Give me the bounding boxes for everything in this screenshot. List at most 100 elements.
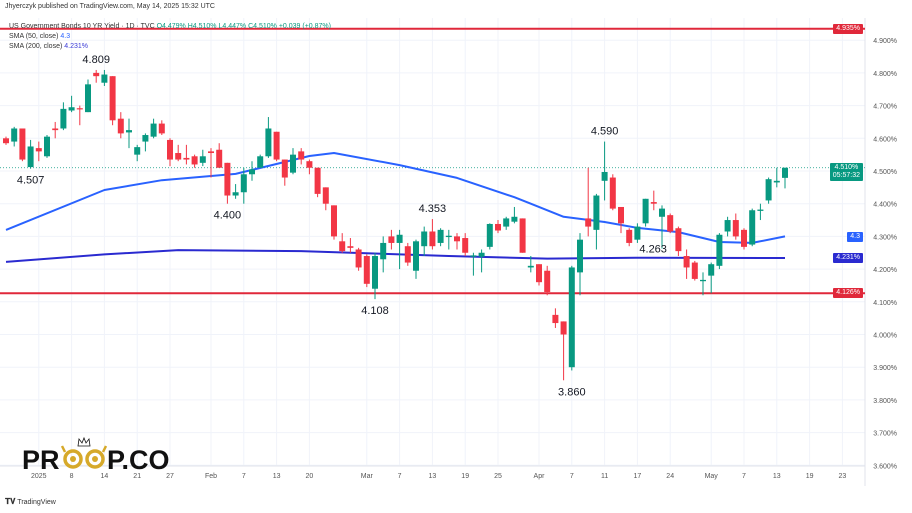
price-tick-label: 4.000% xyxy=(873,333,897,340)
price-annotation: 4.353 xyxy=(419,203,447,215)
open-value: O4.479% xyxy=(156,23,186,30)
candle-body-down xyxy=(560,321,567,335)
price-tick-label: 4.500% xyxy=(873,169,897,176)
horizontal-levels[interactable] xyxy=(0,27,865,295)
date-tick-label: 17 xyxy=(634,473,642,480)
symbol-ohlc-row[interactable]: US Government Bonds 10 YR Yield · 1D · T… xyxy=(9,22,331,32)
candle-body-up xyxy=(527,265,534,268)
candle-body-down xyxy=(183,157,190,160)
date-tick-label: 19 xyxy=(806,473,814,480)
date-tick-label: 7 xyxy=(242,473,246,480)
candle-body-up xyxy=(659,208,665,217)
candlestick-chart[interactable]: 4.809 4.507 4.400 4.108 4.353 3.860 4.590 4.263… xyxy=(0,18,912,488)
date-tick-label: 13 xyxy=(273,473,281,480)
owl-eyes-icon xyxy=(60,445,108,469)
candle-body-up xyxy=(716,234,723,266)
price-tick-label: 4.200% xyxy=(873,267,897,274)
candle-body-down xyxy=(216,149,223,168)
sma50-value: 4.3 xyxy=(60,33,71,40)
price-tick-label: 4.100% xyxy=(873,300,897,307)
sma50-label: SMA (50, close) xyxy=(9,33,59,40)
last-price: 4.510% xyxy=(834,164,859,171)
candle-body-up xyxy=(486,223,493,247)
candles xyxy=(3,69,788,381)
logo-text-left: PR xyxy=(22,445,60,475)
lower-level-tag: 4.126% xyxy=(833,288,863,298)
sma200-legend[interactable]: SMA (200, close) 4.231% xyxy=(9,42,331,52)
candle-body-up xyxy=(126,130,132,133)
candle-body-down xyxy=(552,314,559,324)
candle-body-up xyxy=(634,226,641,240)
candle-body-up xyxy=(85,84,91,113)
date-tick-label: 21 xyxy=(133,473,141,480)
candle-body-down xyxy=(208,151,214,154)
tradingview-footer[interactable]: 𝐓𝐕 TradingView xyxy=(5,497,56,507)
candle-body-up xyxy=(290,154,296,173)
candle-body-up xyxy=(150,123,157,137)
candle-body-up xyxy=(249,169,255,175)
candle-body-up xyxy=(68,107,75,111)
candle-body-down xyxy=(429,231,436,247)
candle-body-up xyxy=(724,220,731,232)
price-tick-label: 4.700% xyxy=(873,104,897,111)
candle-body-down xyxy=(191,156,198,165)
upper-level-tag: 4.935% xyxy=(833,24,863,34)
price-tick-label: 4.600% xyxy=(873,136,897,143)
date-tick-label: 11 xyxy=(601,473,608,480)
date-tick-label: 14 xyxy=(101,473,109,480)
candle-body-down xyxy=(626,229,633,243)
price-axis[interactable]: 4.900% 4.800% 4.700% 4.600% 4.500% 4.400% 4.30… xyxy=(873,38,897,470)
time-axis[interactable]: 2025 8 14 21 27 Feb 7 13 20 Mar 7 13 19 25 Apr 7 11 17 24 M… xyxy=(31,473,846,480)
sma200-tag: 4.231% xyxy=(833,253,863,263)
candle-body-down xyxy=(224,162,231,196)
date-tick-label: 20 xyxy=(306,473,314,480)
candle-body-down xyxy=(167,139,173,160)
sma200-line xyxy=(5,249,786,263)
date-tick-label: 13 xyxy=(773,473,781,480)
candle-body-up xyxy=(232,192,239,196)
candle-body-up xyxy=(749,210,756,245)
date-tick-label: 24 xyxy=(666,473,674,480)
candle-body-up xyxy=(134,147,141,155)
tradingview-logo-icon: 𝐓𝐕 xyxy=(5,497,16,506)
price-tick-label: 3.700% xyxy=(873,431,897,438)
candle-body-down xyxy=(675,228,682,252)
chart-pane[interactable]: 4.809 4.507 4.400 4.108 4.353 3.860 4.590 4.263… xyxy=(0,18,912,488)
candle-body-up xyxy=(445,235,452,238)
moving-averages xyxy=(5,152,786,263)
candle-body-up xyxy=(257,156,264,168)
candle-body-up xyxy=(757,209,764,211)
candle-body-down xyxy=(19,128,26,160)
candle-body-down xyxy=(76,108,83,110)
candle-body-down xyxy=(331,205,337,237)
candle-body-down xyxy=(322,187,329,204)
candle-body-down xyxy=(306,161,313,168)
candle-body-down xyxy=(691,262,698,279)
date-tick-label: 7 xyxy=(570,473,574,480)
price-tick-label: 4.900% xyxy=(873,38,897,45)
candle-body-down xyxy=(683,256,690,268)
candle-body-up xyxy=(601,171,608,181)
candle-body-down xyxy=(618,206,624,224)
candle-body-up xyxy=(11,128,18,142)
candle-body-down xyxy=(363,256,370,284)
candle-body-down xyxy=(158,123,165,134)
candle-body-up xyxy=(380,242,387,260)
candle-body-up xyxy=(413,241,419,271)
candle-body-down xyxy=(355,249,362,268)
candle-body-down xyxy=(650,202,657,204)
candle-body-down xyxy=(741,229,747,247)
date-tick-label: 7 xyxy=(398,473,402,480)
candle-body-up xyxy=(577,239,583,273)
sma50-legend[interactable]: SMA (50, close) 4.3 xyxy=(9,32,331,42)
price-annotation: 3.860 xyxy=(558,386,586,398)
candle-body-down xyxy=(117,118,124,134)
candle-body-up xyxy=(593,195,600,230)
symbol-title[interactable]: US Government Bonds 10 YR Yield · 1D · T… xyxy=(9,23,155,30)
candle-body-down xyxy=(339,241,346,252)
high-value: H4.510% xyxy=(187,23,217,30)
candle-body-down xyxy=(35,148,42,152)
candle-body-up xyxy=(265,128,272,157)
date-tick-label: 23 xyxy=(839,473,847,480)
candle-body-down xyxy=(388,236,395,243)
